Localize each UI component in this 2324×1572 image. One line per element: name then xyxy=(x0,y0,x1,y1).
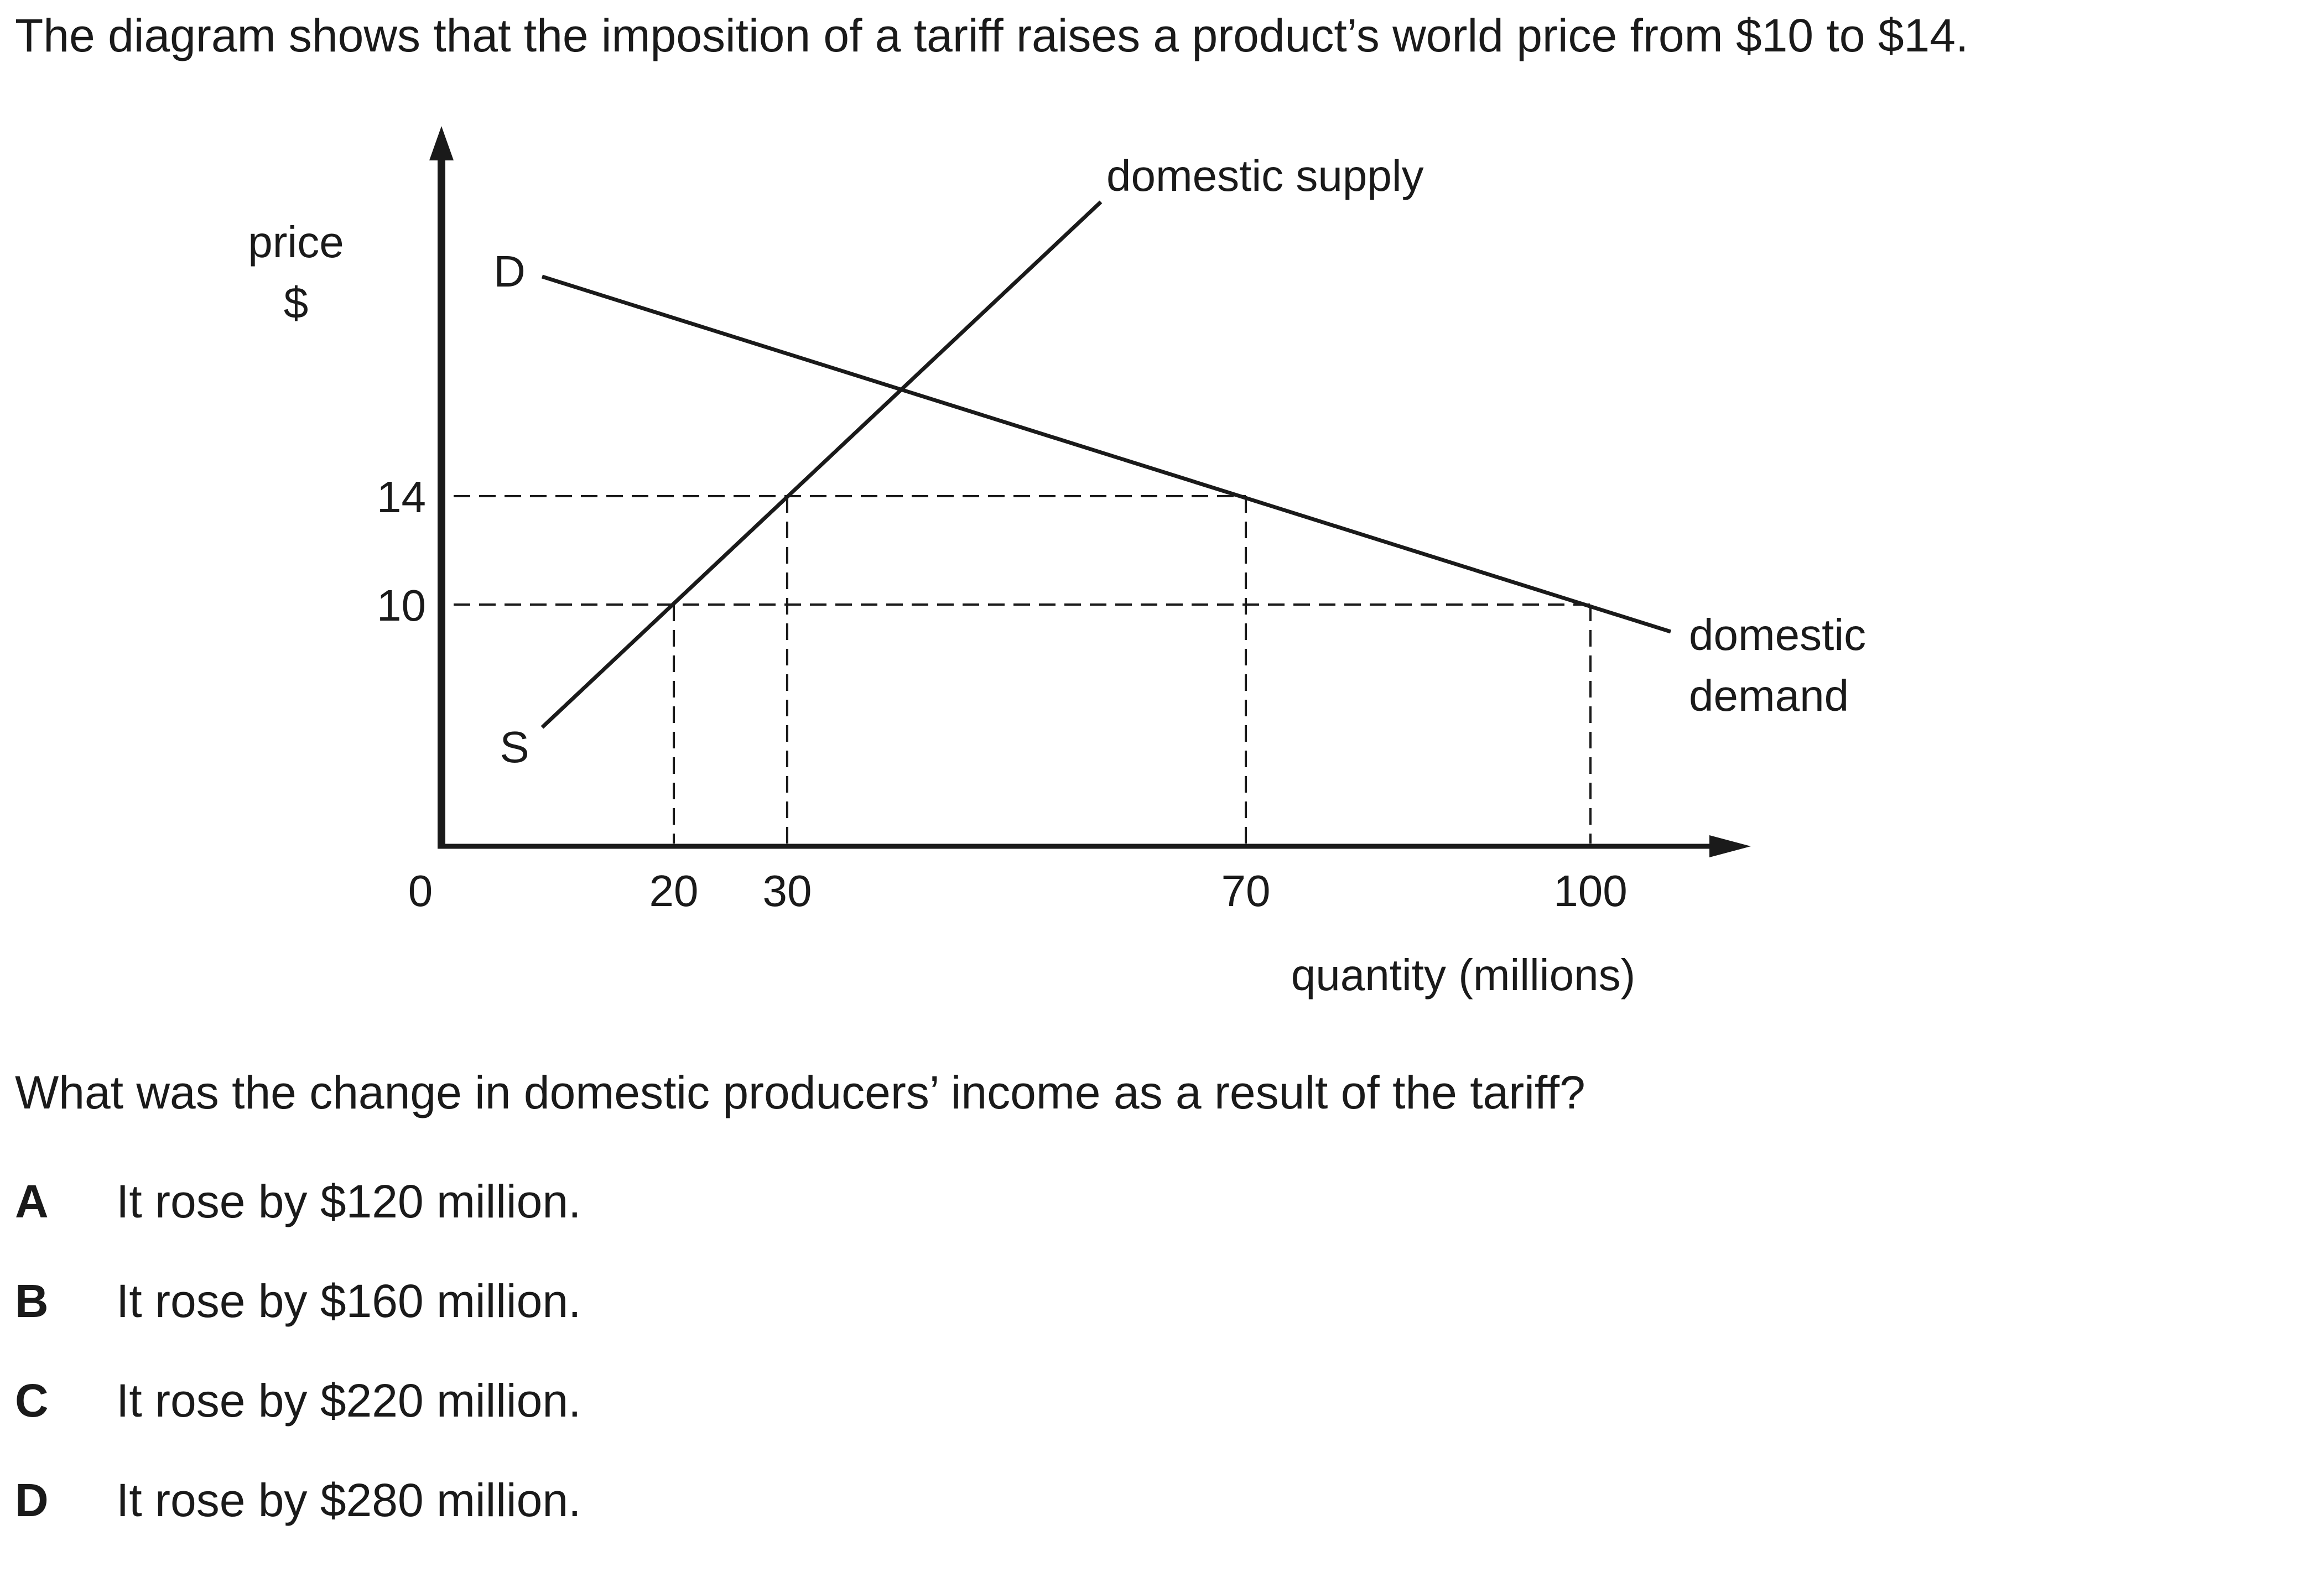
qty-tick-30: 30 xyxy=(763,866,812,915)
demand-curve xyxy=(541,274,1672,634)
qty-tick-100: 100 xyxy=(1553,866,1627,915)
intro-text: The diagram shows that the imposition of… xyxy=(15,9,1969,61)
origin-label: 0 xyxy=(408,866,433,915)
option-letter: D xyxy=(15,1474,49,1526)
supply-curve-letter: S xyxy=(500,722,529,772)
price-tick-14: 14 xyxy=(377,472,426,522)
demand-curve-letter: D xyxy=(493,247,526,296)
y-axis-arrowhead xyxy=(429,126,454,160)
option-letter: A xyxy=(15,1175,49,1227)
tariff-diagram: price $ domestic supply S D domestic dem… xyxy=(248,126,1866,1000)
y-axis-label-price: price xyxy=(248,217,344,267)
demand-curve-label-line2: demand xyxy=(1689,671,1849,720)
guide-lines xyxy=(454,495,1592,844)
demand-curve-label-line1: domestic xyxy=(1689,610,1866,659)
option-letter: C xyxy=(15,1375,49,1427)
x-axis-label: quantity (millions) xyxy=(1291,950,1635,1000)
option-text: It rose by $220 million. xyxy=(116,1375,581,1427)
price-tick-10: 10 xyxy=(377,581,426,630)
y-axis-label-dollar: $ xyxy=(284,278,309,327)
option-letter: B xyxy=(15,1275,49,1327)
qty-tick-20: 20 xyxy=(649,866,699,915)
supply-curve-label: domestic supply xyxy=(1106,151,1424,200)
option-text: It rose by $160 million. xyxy=(116,1275,581,1327)
option-text: It rose by $120 million. xyxy=(116,1175,581,1227)
option-text: It rose by $280 million. xyxy=(116,1474,581,1526)
supply-curve xyxy=(540,200,1103,729)
question-text: What was the change in domestic producer… xyxy=(15,1066,1585,1118)
x-axis-arrowhead xyxy=(1709,835,1751,857)
qty-tick-70: 70 xyxy=(1221,866,1271,915)
